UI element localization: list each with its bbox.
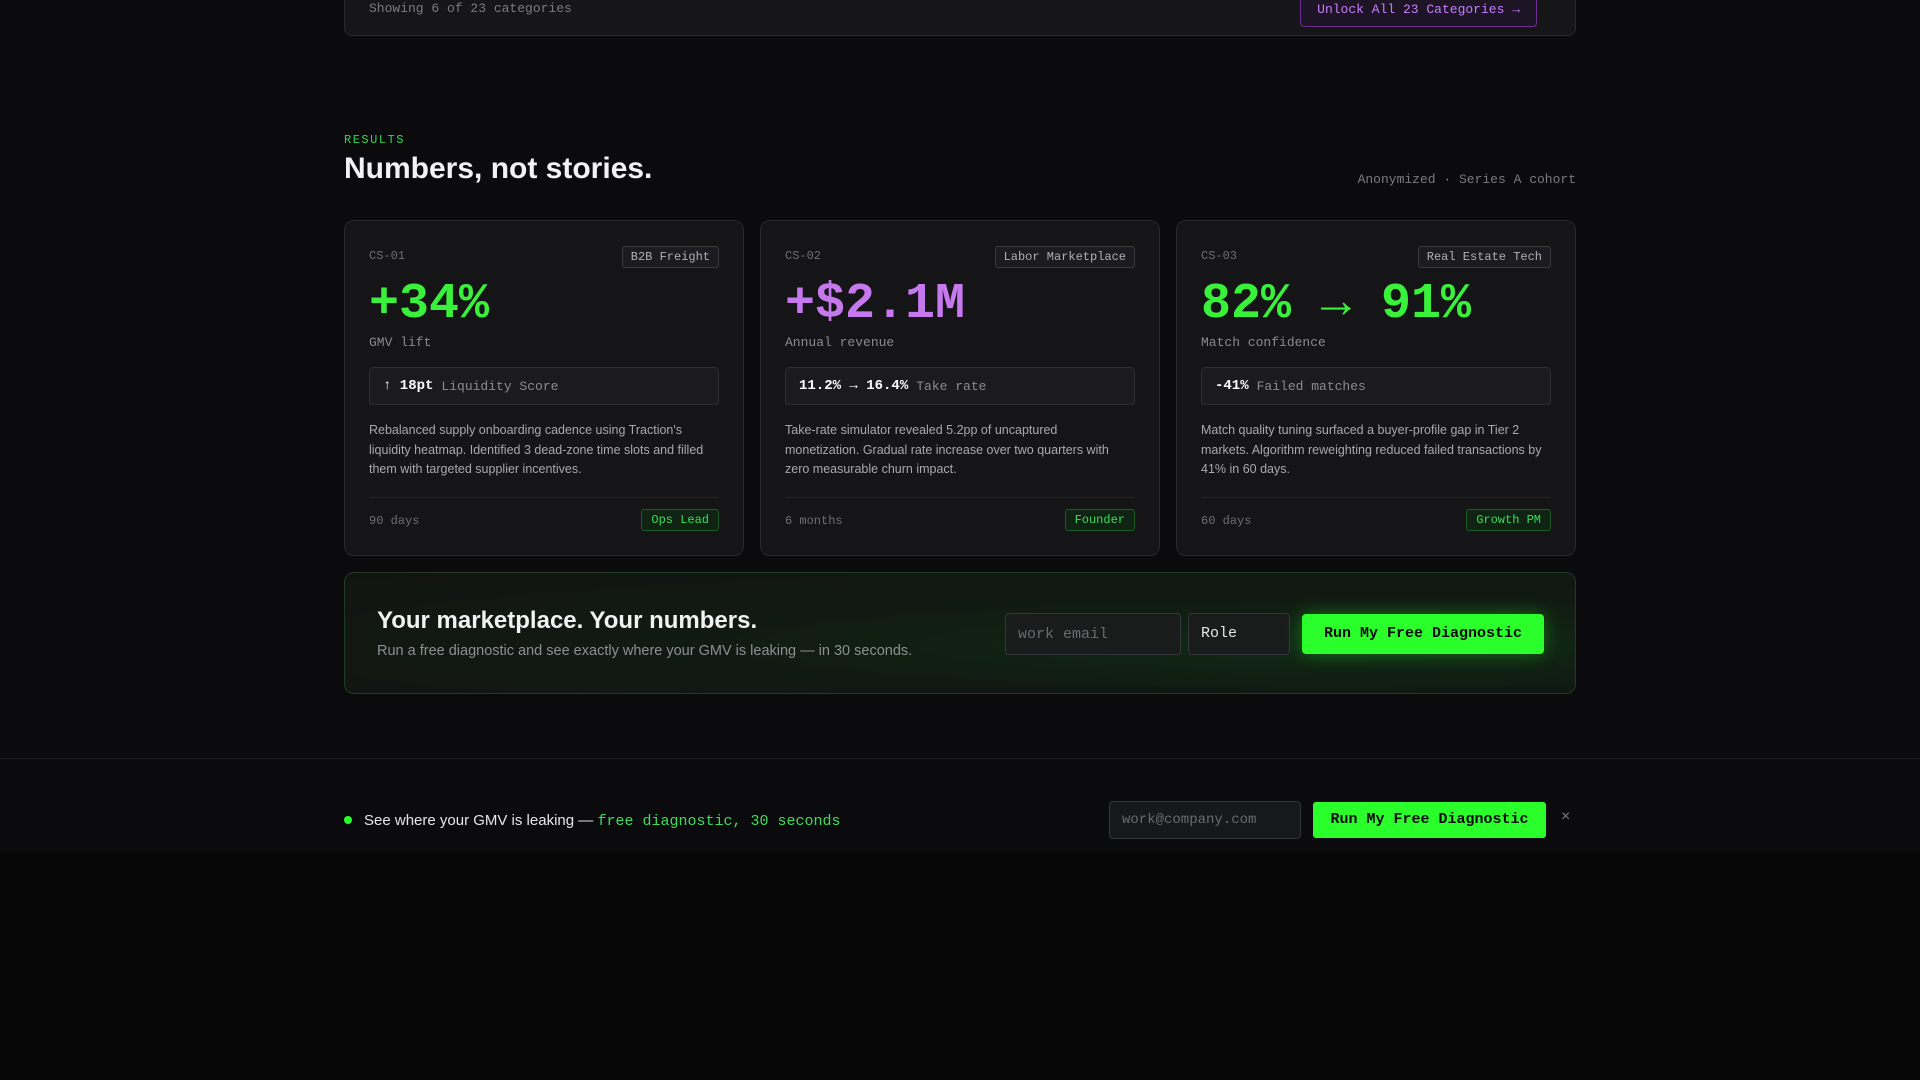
case-study-card: CS-01 B2B Freight +34% GMV lift ↑ 18pt L… [344, 220, 744, 556]
sticky-bar-text: See where your GMV is leaking — free dia… [364, 812, 840, 830]
stat-label: Take rate [916, 378, 987, 394]
headline-metric: +34% [369, 276, 490, 333]
metric-label: Annual revenue [785, 335, 895, 350]
page-bottom [0, 852, 1920, 1080]
case-study-card: CS-03 Real Estate Tech 82% → 91% Match c… [1176, 220, 1576, 556]
case-study-id: CS-03 [1201, 249, 1238, 263]
sticky-bar-accent: free diagnostic, 30 seconds [597, 813, 841, 830]
role-badge: Founder [1064, 509, 1135, 531]
results-eyebrow: RESULTS [344, 133, 405, 147]
stat-box: 11.2% → 16.4% Take rate [785, 367, 1135, 405]
sticky-run-diagnostic-button[interactable]: Run My Free Diagnostic [1313, 802, 1546, 838]
diagnostic-cta-panel: Your marketplace. Your numbers. Run a fr… [344, 572, 1576, 694]
case-study-description: Rebalanced supply onboarding cadence usi… [369, 423, 704, 476]
sticky-email-field[interactable] [1109, 801, 1301, 839]
card-divider [369, 497, 719, 498]
cta-subtitle: Run a free diagnostic and see exactly wh… [377, 643, 913, 659]
case-study-description: Take-rate simulator revealed 5.2pp of un… [785, 423, 1109, 476]
role-select[interactable]: Role [1188, 613, 1290, 655]
sticky-cta-bar [0, 788, 1920, 852]
case-study-card: CS-02 Labor Marketplace +$2.1M Annual re… [760, 220, 1160, 556]
stat-label: Failed matches [1256, 378, 1366, 394]
stat-value: ↑ 18pt [383, 378, 434, 394]
categories-count-text: Showing 6 of 23 categories [369, 1, 572, 16]
case-study-id: CS-01 [369, 249, 406, 263]
stat-label: Liquidity Score [441, 378, 559, 394]
industry-tag: Labor Marketplace [994, 246, 1135, 268]
status-dot-icon [344, 816, 352, 824]
case-study-description: Match quality tuning surfaced a buyer-pr… [1201, 423, 1542, 476]
cta-title: Your marketplace. Your numbers. [377, 607, 758, 634]
duration: 60 days [1201, 514, 1252, 528]
unlock-categories-button[interactable]: Unlock All 23 Categories → [1300, 0, 1537, 27]
categories-panel: Showing 6 of 23 categories Unlock All 23… [344, 0, 1576, 36]
card-divider [1201, 497, 1551, 498]
headline-metric: +$2.1M [785, 276, 966, 333]
metric-label: GMV lift [369, 335, 432, 350]
card-divider [785, 497, 1135, 498]
email-field[interactable] [1005, 613, 1181, 655]
role-badge: Growth PM [1466, 509, 1551, 531]
run-diagnostic-button[interactable]: Run My Free Diagnostic [1302, 614, 1544, 654]
duration: 90 days [369, 514, 420, 528]
role-badge: Ops Lead [641, 509, 719, 531]
stat-value: -41% [1215, 378, 1249, 394]
case-study-id: CS-02 [785, 249, 822, 263]
duration: 6 months [785, 514, 843, 528]
metric-label: Match confidence [1201, 335, 1326, 350]
sticky-bar-message: See where your GMV is leaking — [364, 812, 598, 829]
industry-tag: B2B Freight [621, 246, 719, 268]
stat-box: -41% Failed matches [1201, 367, 1551, 405]
results-title: Numbers, not stories. [344, 152, 653, 185]
close-icon[interactable]: × [1561, 808, 1571, 825]
stat-value: 11.2% → 16.4% [799, 378, 909, 394]
section-divider [0, 758, 1920, 759]
stat-box: ↑ 18pt Liquidity Score [369, 367, 719, 405]
industry-tag: Real Estate Tech [1417, 246, 1551, 268]
headline-metric: 82% → 91% [1201, 276, 1472, 333]
cohort-note: Anonymized · Series A cohort [1357, 172, 1576, 187]
